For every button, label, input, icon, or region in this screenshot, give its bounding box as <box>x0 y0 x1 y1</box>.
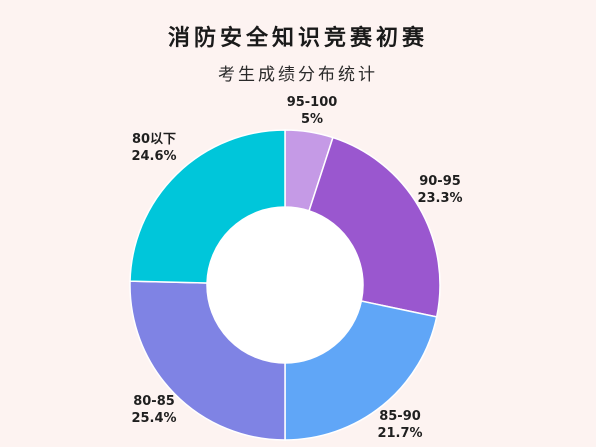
slice-label: 80以下 <box>132 132 176 147</box>
slice-value-label: 24.6% <box>131 149 176 164</box>
chart-subtitle: 考生成绩分布统计 <box>218 65 378 85</box>
chart-title: 消防安全知识竞赛初赛 <box>167 26 428 51</box>
donut-hole <box>207 207 363 363</box>
slice-label: 80-85 <box>133 394 175 409</box>
slice-label: 90-95 <box>419 174 461 189</box>
slice-label: 85-90 <box>379 409 421 424</box>
slice-value-label: 21.7% <box>377 426 422 441</box>
slice-value-label: 23.3% <box>417 191 462 206</box>
slice-label: 95-100 <box>287 95 338 110</box>
slice-value-label: 5% <box>301 112 323 127</box>
slice-value-label: 25.4% <box>131 411 176 426</box>
